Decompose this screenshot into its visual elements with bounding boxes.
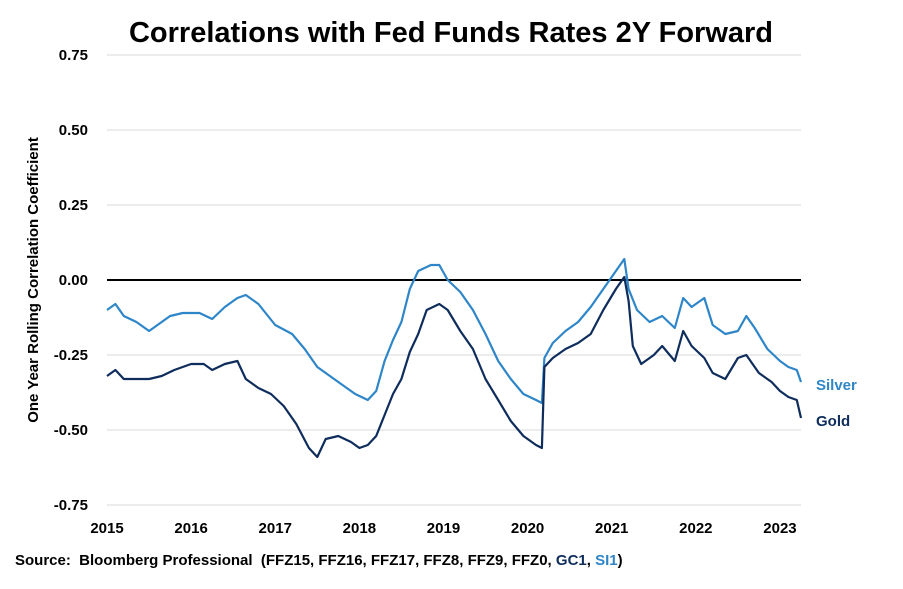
source-prefix: Source: Bloomberg Professional (FFZ15, F… xyxy=(15,552,556,569)
x-axis-ticks: 2015 2016 2017 2018 2019 2020 2021 2022 2023 xyxy=(90,520,796,537)
series-lines xyxy=(106,257,803,459)
series-line-silver xyxy=(106,257,803,405)
y-tick-label: 0.50 xyxy=(59,122,88,139)
series-label-silver: Silver xyxy=(816,377,857,394)
series-labels: Silver Gold xyxy=(816,377,857,430)
y-tick-label: -0.50 xyxy=(54,422,88,439)
y-tick-label: 0.00 xyxy=(59,272,88,289)
x-tick-label: 2017 xyxy=(259,520,292,537)
source-silver-code: SI1 xyxy=(595,552,618,569)
x-tick-label: 2015 xyxy=(90,520,123,537)
x-tick-label: 2022 xyxy=(679,520,712,537)
x-tick-label: 2016 xyxy=(174,520,207,537)
y-tick-label: 0.75 xyxy=(59,47,88,64)
y-tick-label: 0.25 xyxy=(59,197,88,214)
x-tick-label: 2018 xyxy=(343,520,376,537)
gridlines xyxy=(107,54,801,506)
x-tick-label: 2019 xyxy=(427,520,460,537)
series-line-gold xyxy=(106,275,803,459)
source-note: Source: Bloomberg Professional (FFZ15, F… xyxy=(15,552,623,569)
x-tick-label: 2020 xyxy=(511,520,544,537)
y-axis-ticks: 0.75 0.50 0.25 0.00 -0.25 -0.50 -0.75 xyxy=(54,47,88,514)
chart-title: Correlations with Fed Funds Rates 2Y For… xyxy=(129,17,773,49)
x-tick-label: 2021 xyxy=(595,520,628,537)
source-suffix: ) xyxy=(617,552,623,569)
series-label-gold: Gold xyxy=(816,413,850,430)
y-axis-label: One Year Rolling Correlation Coefficient xyxy=(25,137,42,423)
y-tick-label: -0.25 xyxy=(54,347,88,364)
source-gold-code: GC1 xyxy=(555,552,587,569)
source-separator: , xyxy=(586,552,596,569)
chart-canvas: Correlations with Fed Funds Rates 2Y For… xyxy=(25,17,857,537)
y-tick-label: -0.75 xyxy=(54,497,88,514)
x-tick-label: 2023 xyxy=(763,520,796,537)
